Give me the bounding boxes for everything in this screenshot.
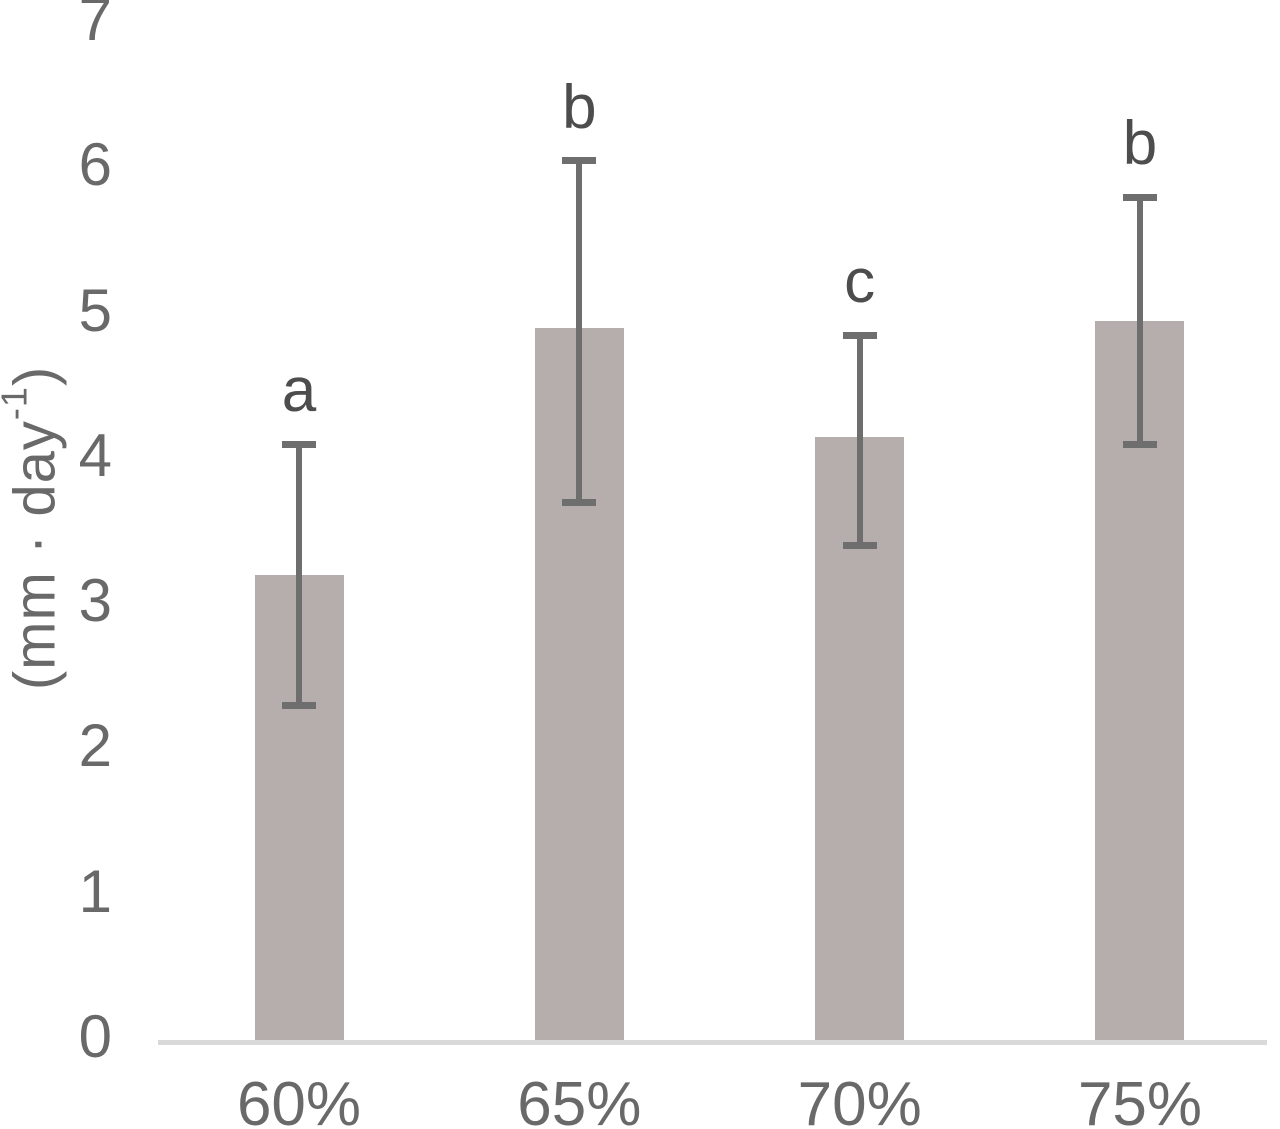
y-tick-label: 0 [78, 1003, 112, 1070]
significance-letter: b [1122, 109, 1158, 179]
y-axis-title-close: ) [2, 365, 68, 387]
error-bar-cap [562, 157, 597, 165]
error-bar-line [576, 160, 583, 503]
significance-letter: b [562, 72, 597, 142]
x-tick-label: 60% [236, 1070, 362, 1129]
error-bar-line [856, 335, 863, 546]
x-axis-line [158, 1040, 1267, 1045]
y-axis-title-superscript: -1 [0, 386, 35, 421]
error-bar-cap [1122, 440, 1157, 448]
error-bar-cap [282, 440, 316, 448]
error-bar-cap [562, 498, 597, 506]
y-tick-label: 6 [78, 131, 112, 199]
y-tick-label: 2 [78, 712, 112, 780]
y-axis-title: (mm · day-1) [0, 366, 69, 690]
y-tick-label: 1 [78, 857, 112, 925]
y-tick-label: 5 [78, 276, 112, 344]
x-tick-label: 65% [517, 1070, 642, 1129]
significance-letter: a [281, 356, 317, 426]
error-bar-cap [842, 331, 877, 339]
error-bar-line [1136, 197, 1143, 445]
significance-letter: c [844, 247, 876, 317]
y-tick-label: 3 [78, 567, 112, 635]
x-tick-label: 70% [797, 1070, 922, 1129]
error-bar-cap [282, 702, 316, 710]
error-bar-line [296, 444, 302, 706]
y-axis-title-text: (mm · day [2, 420, 68, 691]
x-tick-label: 75% [1077, 1070, 1203, 1129]
y-tick-label: 4 [78, 421, 112, 489]
error-bar-cap [842, 542, 877, 550]
y-tick-label: 7 [78, 0, 112, 53]
error-bar-cap [1122, 193, 1157, 201]
